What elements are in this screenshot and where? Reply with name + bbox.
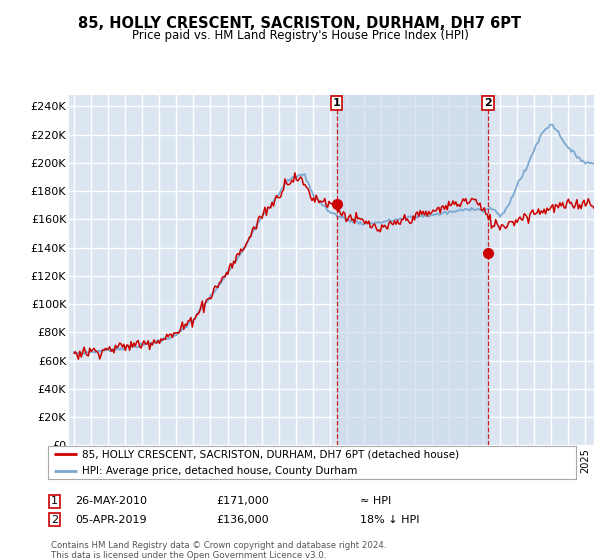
Bar	[337, 95, 488, 445]
Text: 1: 1	[51, 496, 58, 506]
Text: 2: 2	[484, 98, 491, 108]
Text: £136,000: £136,000	[216, 515, 269, 525]
Text: 2: 2	[51, 515, 58, 525]
Text: 05-APR-2019: 05-APR-2019	[75, 515, 146, 525]
Text: Price paid vs. HM Land Registry's House Price Index (HPI): Price paid vs. HM Land Registry's House …	[131, 29, 469, 42]
Text: 85, HOLLY CRESCENT, SACRISTON, DURHAM, DH7 6PT (detached house): 85, HOLLY CRESCENT, SACRISTON, DURHAM, D…	[82, 450, 460, 459]
Text: 85, HOLLY CRESCENT, SACRISTON, DURHAM, DH7 6PT: 85, HOLLY CRESCENT, SACRISTON, DURHAM, D…	[79, 16, 521, 31]
Text: HPI: Average price, detached house, County Durham: HPI: Average price, detached house, Coun…	[82, 466, 358, 475]
Text: £171,000: £171,000	[216, 496, 269, 506]
Text: 18% ↓ HPI: 18% ↓ HPI	[360, 515, 419, 525]
Text: Contains HM Land Registry data © Crown copyright and database right 2024.
This d: Contains HM Land Registry data © Crown c…	[51, 541, 386, 560]
Text: 1: 1	[333, 98, 340, 108]
Text: ≈ HPI: ≈ HPI	[360, 496, 391, 506]
Text: 26-MAY-2010: 26-MAY-2010	[75, 496, 147, 506]
